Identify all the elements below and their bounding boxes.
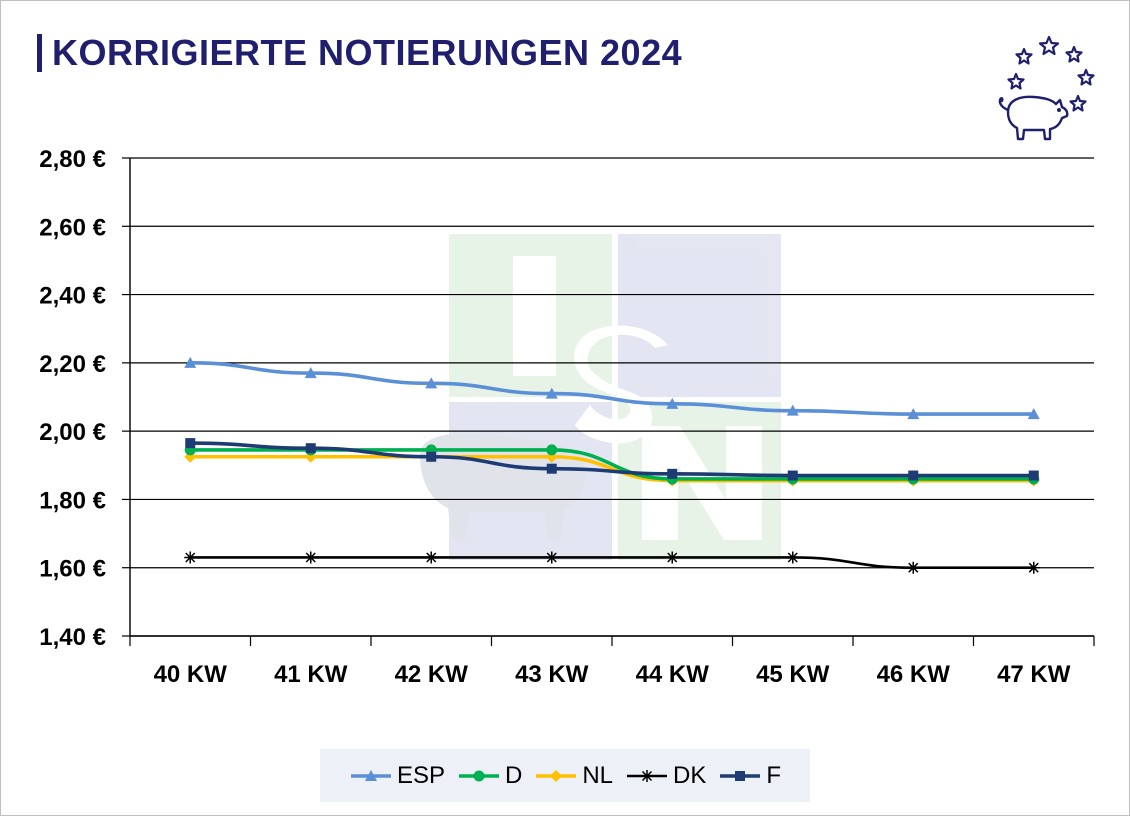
chart-legend: ESP D NL DK F — [320, 749, 810, 802]
data-point-f — [305, 443, 316, 454]
data-point-esp — [545, 387, 558, 399]
data-point-dk — [184, 551, 197, 564]
legend-item-esp: ESP — [349, 762, 445, 790]
legend-item-f: F — [718, 762, 781, 790]
data-point-esp — [425, 377, 438, 389]
y-tick-label: 2,60 € — [39, 214, 106, 241]
star-icon — [1038, 35, 1060, 56]
legend-swatch-esp — [350, 769, 391, 781]
x-tick-label: 42 KW — [395, 661, 469, 688]
y-tick-label: 2,80 € — [39, 146, 106, 173]
series-line-f — [190, 441, 1034, 478]
data-point-dk — [907, 561, 920, 574]
data-point-esp — [184, 356, 197, 368]
series-line-dk — [190, 556, 1034, 570]
data-point-f — [667, 468, 678, 479]
star-icon — [1077, 68, 1095, 86]
data-point-f — [908, 470, 919, 481]
x-tick-label: 46 KW — [877, 661, 951, 688]
data-point-f — [185, 438, 196, 449]
legend-item-dk: DK — [625, 762, 706, 790]
legend-label-dk: DK — [673, 761, 707, 789]
y-tick-label: 2,40 € — [39, 283, 106, 310]
data-point-esp — [907, 408, 920, 420]
series-esp — [184, 356, 1040, 420]
legend-marker-dk — [641, 769, 654, 782]
y-tick-label: 1,60 € — [39, 556, 106, 583]
legend-swatch-d — [458, 770, 499, 781]
series-dk — [184, 551, 1040, 574]
star-icon — [1065, 45, 1083, 63]
data-point-esp — [304, 367, 317, 379]
title-accent-bar — [37, 34, 42, 72]
legend-label-f: F — [766, 761, 782, 789]
data-point-esp — [666, 397, 679, 409]
legend-swatch-f — [720, 770, 761, 781]
x-tick-label: 41 KW — [274, 661, 348, 688]
legend-marker-d — [473, 770, 485, 781]
x-tick-label: 44 KW — [636, 661, 710, 688]
data-point-esp — [1027, 408, 1040, 420]
legend-marker-f — [735, 770, 746, 781]
pig-with-stars-icon — [998, 35, 1095, 141]
x-tick-label: 45 KW — [756, 661, 830, 688]
star-icon — [1007, 72, 1025, 90]
data-point-dk — [786, 551, 799, 564]
data-point-dk — [666, 551, 679, 564]
data-point-d — [546, 444, 558, 456]
series-f — [185, 438, 1039, 481]
legend-item-nl: NL — [534, 762, 613, 790]
legend-marker-esp — [364, 769, 377, 781]
legend-label-nl: NL — [582, 761, 614, 789]
legend-swatch-nl — [536, 769, 577, 782]
x-tick-label: 47 KW — [997, 661, 1071, 688]
data-point-dk — [1027, 561, 1040, 574]
data-point-esp — [786, 404, 799, 416]
legend-label-esp: ESP — [396, 761, 445, 789]
star-icon — [1015, 47, 1033, 65]
data-point-dk — [304, 551, 317, 564]
y-tick-label: 2,00 € — [39, 419, 106, 446]
data-point-f — [426, 451, 437, 462]
data-point-f — [1028, 470, 1039, 481]
series-line-esp — [190, 361, 1034, 416]
y-tick-label: 2,20 € — [39, 351, 106, 378]
legend-item-d: D — [457, 762, 522, 790]
data-point-f — [546, 463, 557, 474]
page-title: KORRIGIERTE NOTIERUNGEN 2024 — [52, 32, 683, 73]
x-tick-label: 40 KW — [154, 661, 228, 688]
star-icon — [1069, 94, 1087, 112]
y-tick-label: 1,80 € — [39, 487, 106, 514]
legend-marker-nl — [550, 769, 563, 782]
y-tick-label: 1,40 € — [39, 624, 106, 651]
data-point-dk — [545, 551, 558, 564]
x-tick-label: 43 KW — [515, 661, 589, 688]
legend-swatch-dk — [627, 769, 668, 782]
legend-label-d: D — [504, 761, 523, 789]
data-point-f — [787, 470, 798, 481]
data-point-dk — [425, 551, 438, 564]
